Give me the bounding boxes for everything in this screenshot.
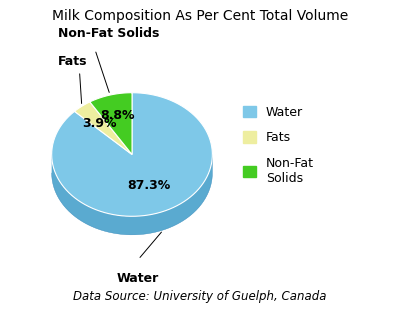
Text: 3.9%: 3.9% — [82, 117, 117, 130]
Polygon shape — [52, 155, 212, 235]
Polygon shape — [90, 93, 132, 154]
Polygon shape — [52, 93, 212, 216]
Text: 8.8%: 8.8% — [100, 109, 135, 122]
Text: Data Source: University of Guelph, Canada: Data Source: University of Guelph, Canad… — [73, 290, 327, 303]
Text: Fats: Fats — [58, 55, 87, 68]
Text: Milk Composition As Per Cent Total Volume: Milk Composition As Per Cent Total Volum… — [52, 9, 348, 23]
Polygon shape — [74, 102, 132, 154]
Text: Non-Fat Solids: Non-Fat Solids — [58, 27, 159, 40]
Text: 87.3%: 87.3% — [128, 179, 171, 192]
Text: Water: Water — [117, 272, 159, 285]
Legend: Water, Fats, Non-Fat
Solids: Water, Fats, Non-Fat Solids — [243, 106, 314, 185]
